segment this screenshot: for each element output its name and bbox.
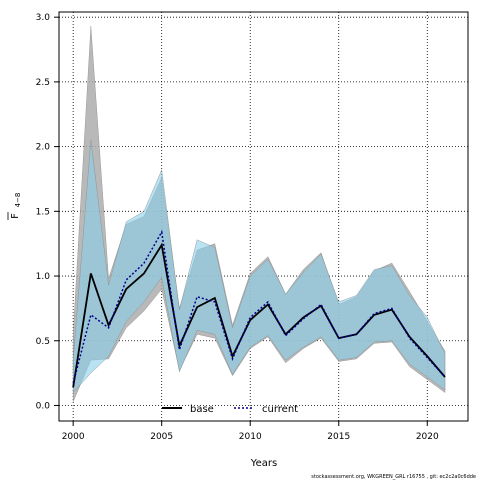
- line-base: [72, 242, 446, 388]
- confidence-bands: [72, 26, 446, 402]
- legend-label-base: base: [190, 404, 214, 415]
- y-axis-label: F 4−8: [7, 193, 22, 220]
- y-axis: 0.0 0.5 1.0 1.5 2.0 2.5 3.0: [36, 13, 59, 411]
- y-axis-label-sub: 4−8: [14, 193, 22, 208]
- x-tick-label-2000: 2000: [62, 432, 85, 442]
- y-tick-label-0.5: 0.5: [36, 337, 50, 347]
- y-tick-label-3.0: 3.0: [36, 13, 51, 23]
- footer-text: stockassessment.org, WKGREEN_GRL r16755 …: [311, 474, 476, 480]
- band-current: [72, 140, 446, 394]
- x-tick-label-2020: 2020: [416, 432, 439, 442]
- y-tick-label-0.0: 0.0: [36, 401, 51, 411]
- legend: base current: [162, 404, 298, 415]
- y-tick-label-1.0: 1.0: [36, 272, 51, 282]
- y-tick-label-2.0: 2.0: [36, 143, 51, 153]
- plot-frame: [58, 11, 469, 422]
- y-tick-label-2.5: 2.5: [36, 78, 50, 88]
- x-axis: 2000 2005 2010 2015 2020: [62, 421, 439, 442]
- y-tick-label-1.5: 1.5: [36, 207, 50, 217]
- x-tick-label-2015: 2015: [327, 432, 350, 442]
- x-tick-label-2010: 2010: [239, 432, 262, 442]
- legend-label-current: current: [262, 404, 298, 415]
- series-lines: [72, 229, 446, 388]
- y-axis-label-main: F: [10, 213, 21, 219]
- line-current: [72, 229, 446, 384]
- x-tick-label-2005: 2005: [150, 432, 173, 442]
- x-axis-label: Years: [250, 458, 277, 469]
